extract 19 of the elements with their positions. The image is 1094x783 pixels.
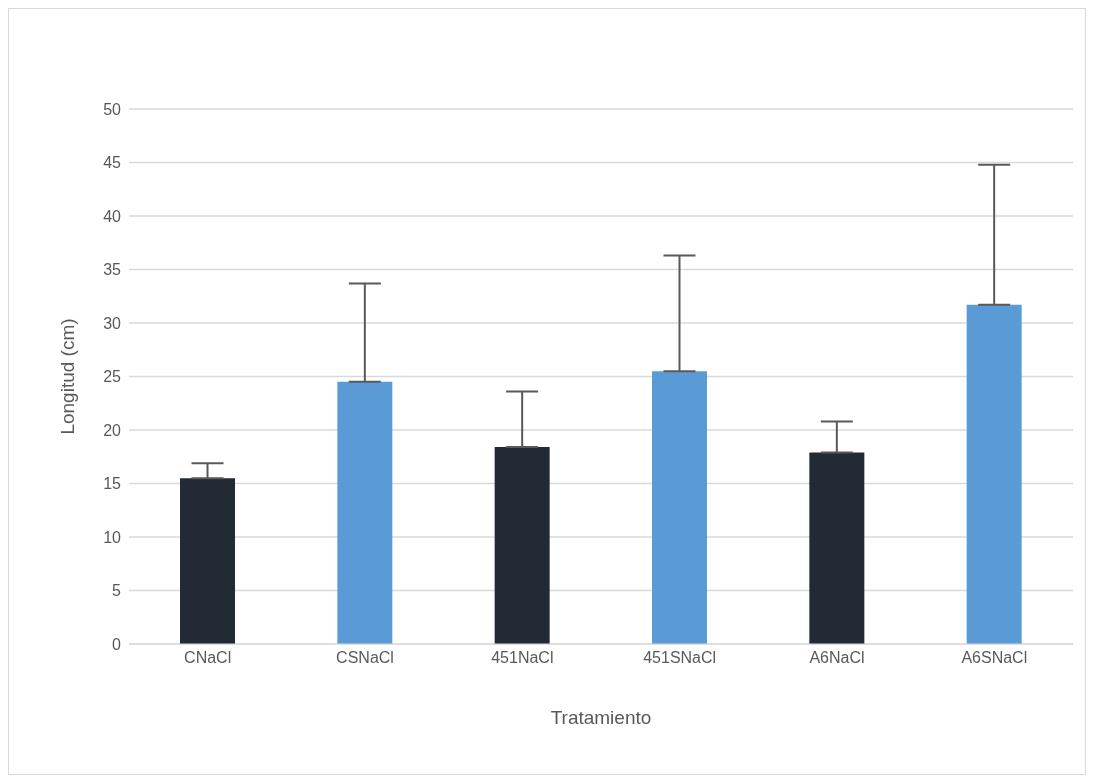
x-tick-label: A6SNaCl [961, 649, 1028, 667]
y-tick-label: 5 [112, 582, 122, 600]
x-tick-label: 451SNaCl [643, 649, 717, 667]
y-tick-label: 45 [103, 154, 122, 172]
y-tick-label: 35 [103, 261, 122, 279]
y-tick-label: 15 [103, 475, 122, 493]
y-tick-label: 50 [103, 100, 122, 118]
x-tick-label: CSNaCl [336, 649, 394, 667]
x-tick-label: A6NaCl [809, 649, 865, 667]
y-tick-label: 0 [112, 635, 122, 653]
x-axis-title: Tratamiento [550, 707, 652, 728]
y-axis-title: Longitud (cm) [56, 318, 78, 435]
y-tick-label: 30 [103, 314, 122, 332]
y-tick-label: 20 [103, 421, 122, 439]
y-tick-label: 40 [103, 207, 122, 225]
y-tick-label: 25 [103, 368, 122, 386]
x-tick-label: CNaCl [184, 649, 232, 667]
y-tick-label: 10 [103, 528, 122, 546]
x-tick-label: 451NaCl [491, 649, 554, 667]
